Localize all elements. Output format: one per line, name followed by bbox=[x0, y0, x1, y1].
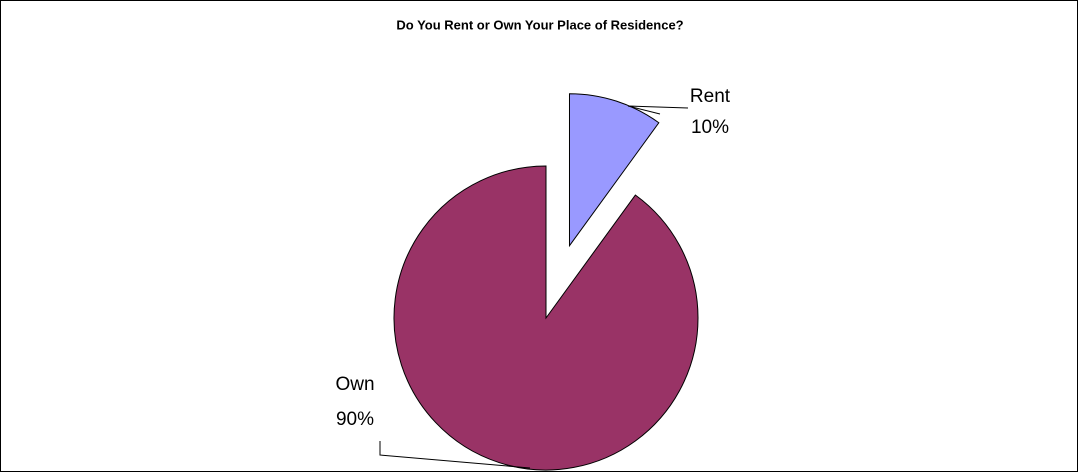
slice-value-label: 90% bbox=[336, 409, 374, 430]
chart-title: Do You Rent or Own Your Place of Residen… bbox=[396, 17, 683, 32]
leader-line bbox=[379, 441, 531, 469]
pie-slice bbox=[568, 93, 660, 248]
pie-slice bbox=[393, 165, 699, 471]
slice-value-label: 10% bbox=[691, 117, 729, 138]
slice-label: Own bbox=[335, 374, 374, 395]
slice-label: Rent bbox=[690, 86, 731, 107]
leader-line bbox=[627, 105, 689, 115]
